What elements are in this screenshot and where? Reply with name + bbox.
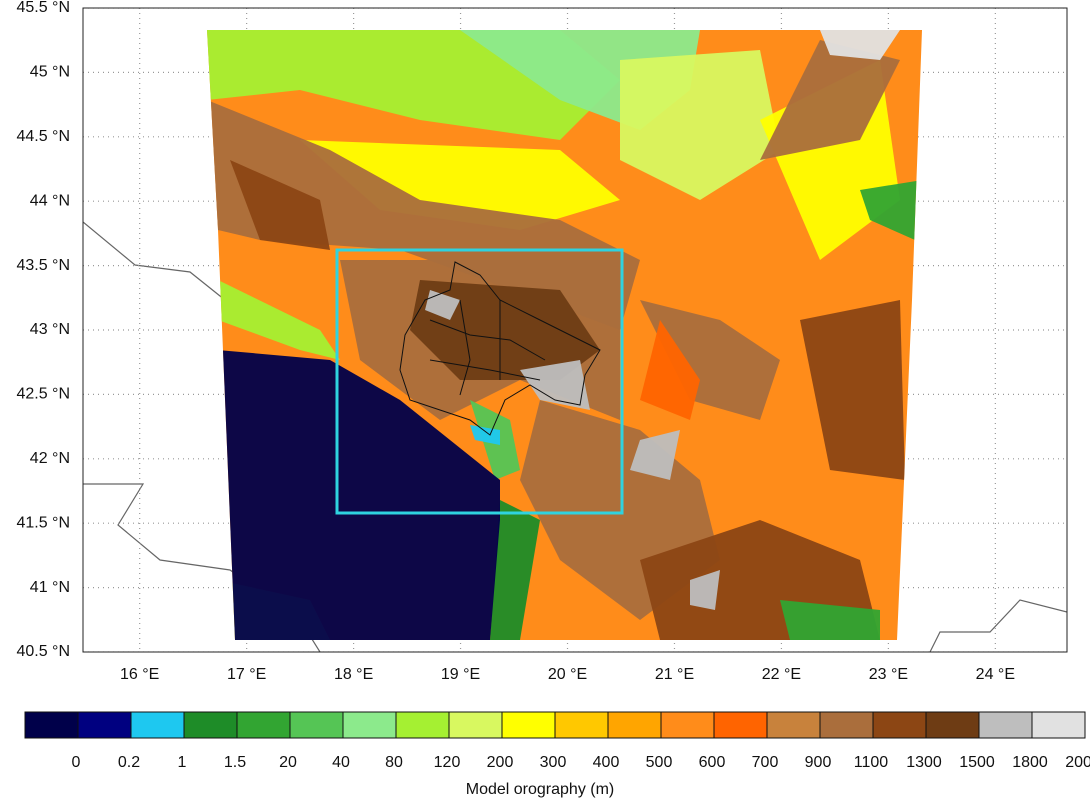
lon-tick-label: 17 °E	[227, 666, 266, 683]
colorbar-cell	[925, 711, 980, 739]
terrain-region	[690, 570, 720, 610]
colorbar-cell	[501, 711, 556, 739]
colorbar-cell	[289, 711, 344, 739]
colorbar-tick-label: 2000	[1065, 754, 1090, 771]
colorbar-tick-label: 40	[332, 754, 350, 771]
colorbar-cell	[24, 711, 79, 739]
terrain-region	[800, 300, 905, 480]
terrain-region	[860, 180, 922, 240]
colorbar-tick-label: 500	[646, 754, 673, 771]
orography-field	[207, 30, 922, 640]
map-frame	[82, 7, 1068, 653]
lon-tick-label: 16 °E	[120, 666, 159, 683]
lon-tick-label: 21 °E	[655, 666, 694, 683]
colorbar-tick-label: 1300	[906, 754, 942, 771]
colorbar-tick-label: 900	[805, 754, 832, 771]
colorbar-tick-label: 1100	[854, 754, 889, 771]
terrain-region	[760, 40, 900, 160]
colorbar-tick-label: 600	[699, 754, 726, 771]
colorbar-cell	[554, 711, 609, 739]
colorbar-cell	[1031, 711, 1086, 739]
terrain-region	[640, 300, 780, 420]
colorbar-cell	[713, 711, 768, 739]
lat-tick-label: 41 °N	[30, 579, 70, 596]
inner-domain-box	[335, 248, 624, 515]
lat-tick-label: 44.5 °N	[16, 128, 70, 145]
lon-tick-label: 22 °E	[762, 666, 801, 683]
colorbar-cell	[183, 711, 238, 739]
lat-tick-label: 45.5 °N	[16, 0, 70, 16]
lat-tick-label: 43 °N	[30, 321, 70, 338]
terrain-region	[620, 50, 780, 200]
colorbar-tick-label: 300	[540, 754, 567, 771]
colorbar-cell	[819, 711, 874, 739]
terrain-region	[640, 320, 700, 420]
lon-tick-label: 20 °E	[548, 666, 587, 683]
colorbar-cell	[448, 711, 503, 739]
admin-borders	[399, 261, 601, 436]
lat-tick-label: 43.5 °N	[16, 257, 70, 274]
colorbar-cell	[395, 711, 450, 739]
lon-tick-label: 19 °E	[441, 666, 480, 683]
terrain-region	[490, 500, 540, 640]
lat-tick-label: 44 °N	[30, 192, 70, 209]
lat-tick-label: 42 °N	[30, 450, 70, 467]
colorbar-tick-label: 700	[752, 754, 779, 771]
colorbar-tick-label: 1.5	[224, 754, 246, 771]
terrain-region	[820, 30, 900, 60]
colorbar-cell	[872, 711, 927, 739]
lat-tick-label: 40.5 °N	[16, 643, 70, 660]
colorbar-cell	[607, 711, 662, 739]
colorbar-tick-label: 400	[593, 754, 620, 771]
terrain-region	[780, 600, 880, 640]
lat-tick-label: 45 °N	[30, 64, 70, 81]
colorbar-tick-label: 120	[434, 754, 461, 771]
lat-tick-label: 41.5 °N	[16, 514, 70, 531]
colorbar-label: Model orography (m)	[466, 781, 615, 798]
colorbar-tick-label: 0	[72, 754, 81, 771]
colorbar-cell	[130, 711, 185, 739]
colorbar-tick-label: 1	[178, 754, 187, 771]
colorbar-cell	[342, 711, 397, 739]
colorbar-tick-label: 200	[487, 754, 514, 771]
colorbar-cell	[978, 711, 1033, 739]
colorbar-cell	[77, 711, 132, 739]
terrain-region	[230, 160, 330, 250]
terrain-region	[425, 290, 460, 320]
lon-tick-label: 18 °E	[334, 666, 373, 683]
terrain-region	[218, 280, 340, 360]
colorbar-tick-label: 80	[385, 754, 403, 771]
terrain-region	[218, 350, 500, 640]
colorbar-cell	[766, 711, 821, 739]
colorbar-cell	[236, 711, 291, 739]
terrain-region	[520, 360, 590, 410]
lon-tick-label: 23 °E	[869, 666, 908, 683]
colorbar-tick-label: 1500	[959, 754, 995, 771]
lat-tick-label: 42.5 °N	[16, 386, 70, 403]
colorbar-tick-label: 20	[279, 754, 297, 771]
lon-tick-label: 24 °E	[976, 666, 1015, 683]
colorbar-tick-label: 0.2	[118, 754, 140, 771]
colorbar-cell	[660, 711, 715, 739]
terrain-region	[630, 430, 680, 480]
colorbar-tick-label: 1800	[1012, 754, 1048, 771]
